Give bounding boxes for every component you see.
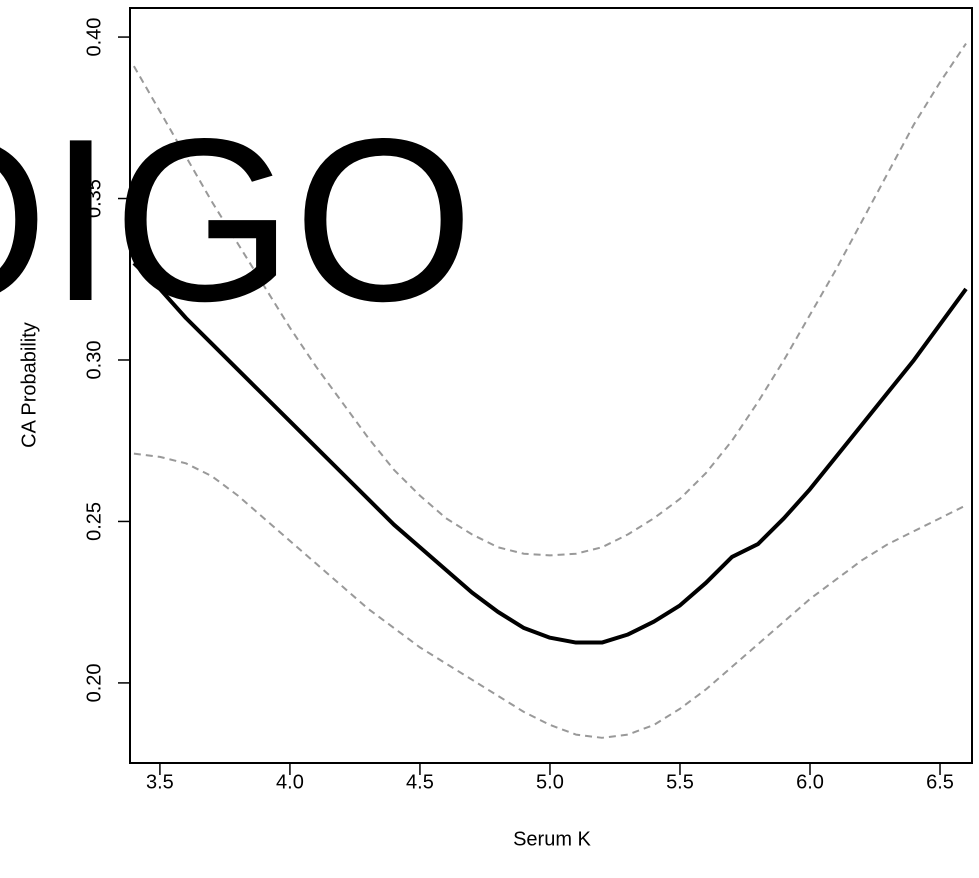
plot-frame xyxy=(129,7,973,764)
y-tick-label: 0.40 xyxy=(83,18,105,57)
y-tick-label: 0.30 xyxy=(83,341,105,380)
line-series xyxy=(132,261,968,645)
line-series xyxy=(133,452,967,739)
x-axis-label: Serum K xyxy=(513,828,591,850)
x-tick-label: 6.5 xyxy=(926,771,954,793)
x-tick-label: 5.5 xyxy=(666,771,694,793)
x-tick-label: 3.5 xyxy=(146,771,174,793)
y-axis-label: CA Probability xyxy=(18,322,40,448)
x-tick-label: 4.0 xyxy=(276,771,304,793)
line-series xyxy=(133,42,967,557)
y-tick-label: 0.35 xyxy=(83,179,105,218)
watermark: OIGO xyxy=(0,91,474,350)
y-tick-label: 0.25 xyxy=(83,502,105,541)
y-tick-label: 0.20 xyxy=(83,663,105,702)
x-tick-label: 5.0 xyxy=(536,771,564,793)
x-tick-label: 4.5 xyxy=(406,771,434,793)
x-tick-label: 6.0 xyxy=(796,771,824,793)
